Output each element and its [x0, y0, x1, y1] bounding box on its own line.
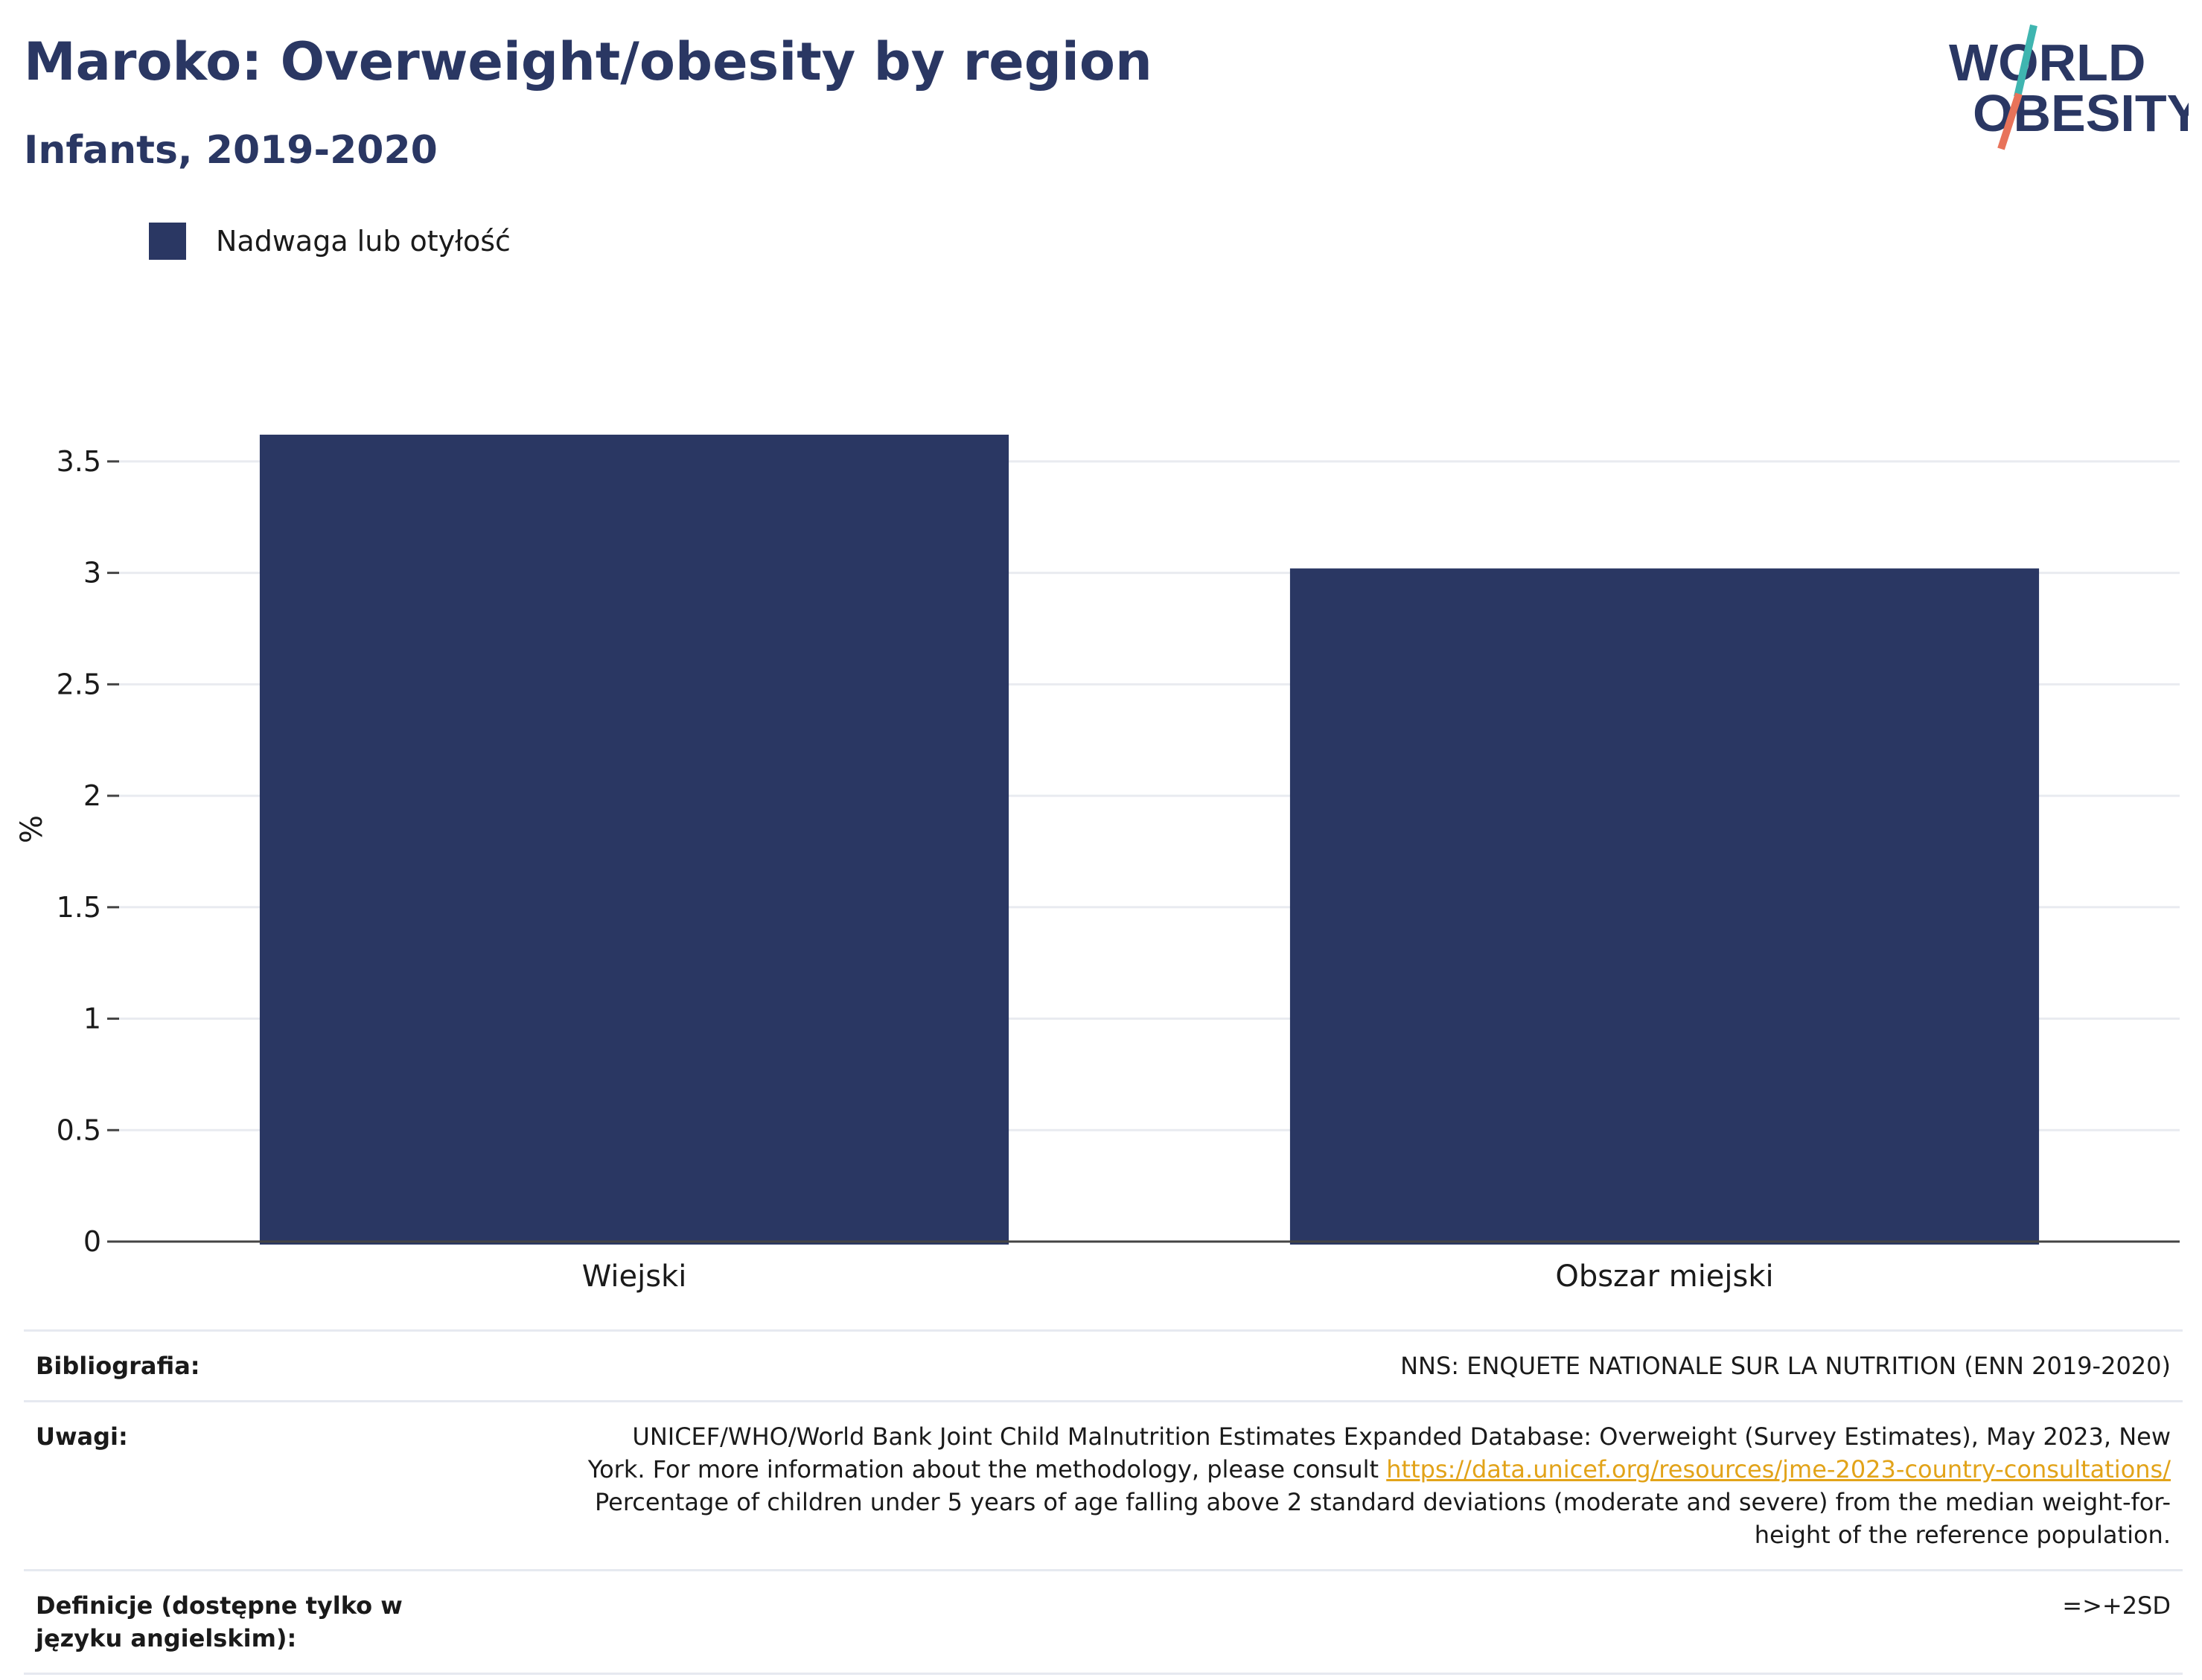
y-tick-label: 3.5: [57, 445, 101, 478]
page-title: Maroko: Overweight/obesity by region: [24, 31, 1152, 92]
footer-row-notes: Uwagi: UNICEF/WHO/World Bank Joint Child…: [24, 1400, 2183, 1569]
definitions-label: Definicje (dostępne tylko w języku angie…: [36, 1591, 403, 1652]
y-tick-label: 2.5: [57, 668, 101, 700]
y-tick-label: 2: [83, 779, 101, 812]
notes-text-1: UNICEF/WHO/World Bank Joint Child Malnut…: [587, 1422, 2171, 1483]
footer-table: Bibliografia: NNS: ENQUETE NATIONALE SUR…: [24, 1329, 2183, 1675]
notes-label: Uwagi:: [36, 1422, 128, 1451]
legend-swatch: [149, 223, 186, 260]
y-axis-label: %: [15, 815, 49, 843]
legend-label: Nadwaga lub otyłość: [216, 225, 511, 258]
world-obesity-logo: WORLD OBESITY: [1949, 24, 2189, 150]
y-tick-label: 1: [83, 1003, 101, 1035]
y-tick-label: 3: [83, 557, 101, 590]
notes-text-2: Percentage of children under 5 years of …: [595, 1488, 2171, 1549]
definitions-value: =>+2SD: [2062, 1591, 2171, 1620]
logo-slash-bottom: [1997, 92, 2023, 150]
y-tick-label: 0.5: [57, 1114, 101, 1146]
bibliography-label: Bibliografia:: [36, 1352, 200, 1380]
y-axis-ticks: 0 0.5 1 1.5 2 2.5 3 3.5: [57, 445, 119, 1258]
bar-chart: 0 0.5 1 1.5 2 2.5 3 3.5 Wiejski Obszar miejski %: [15, 434, 2180, 1294]
x-axis-categories: Wiejski Obszar miejski: [582, 1259, 1774, 1294]
chart-legend[interactable]: Nadwaga lub otyłość: [149, 222, 511, 261]
notes-link[interactable]: https://data.unicef.org/resources/jme-20…: [1386, 1455, 2171, 1483]
footer-row-definitions: Definicje (dostępne tylko w języku angie…: [24, 1569, 2183, 1675]
y-tick-label: 0: [83, 1225, 101, 1258]
logo-slash-top: [2014, 24, 2037, 98]
notes-value: UNICEF/WHO/World Bank Joint Child Malnut…: [482, 1420, 2171, 1551]
bibliography-value: NNS: ENQUETE NATIONALE SUR LA NUTRITION …: [1400, 1352, 2171, 1380]
bar-1[interactable]: [1289, 568, 2040, 1245]
page-subtitle: Infants, 2019-2020: [24, 128, 438, 173]
footer-row-bibliography: Bibliografia: NNS: ENQUETE NATIONALE SUR…: [24, 1329, 2183, 1400]
x-category-label: Wiejski: [582, 1259, 687, 1294]
x-category-label: Obszar miejski: [1555, 1259, 1773, 1294]
logo-line1: WORLD: [1949, 33, 2145, 92]
y-tick-label: 1.5: [57, 891, 101, 924]
bars: [259, 434, 2040, 1245]
bar-0[interactable]: [259, 434, 1009, 1245]
